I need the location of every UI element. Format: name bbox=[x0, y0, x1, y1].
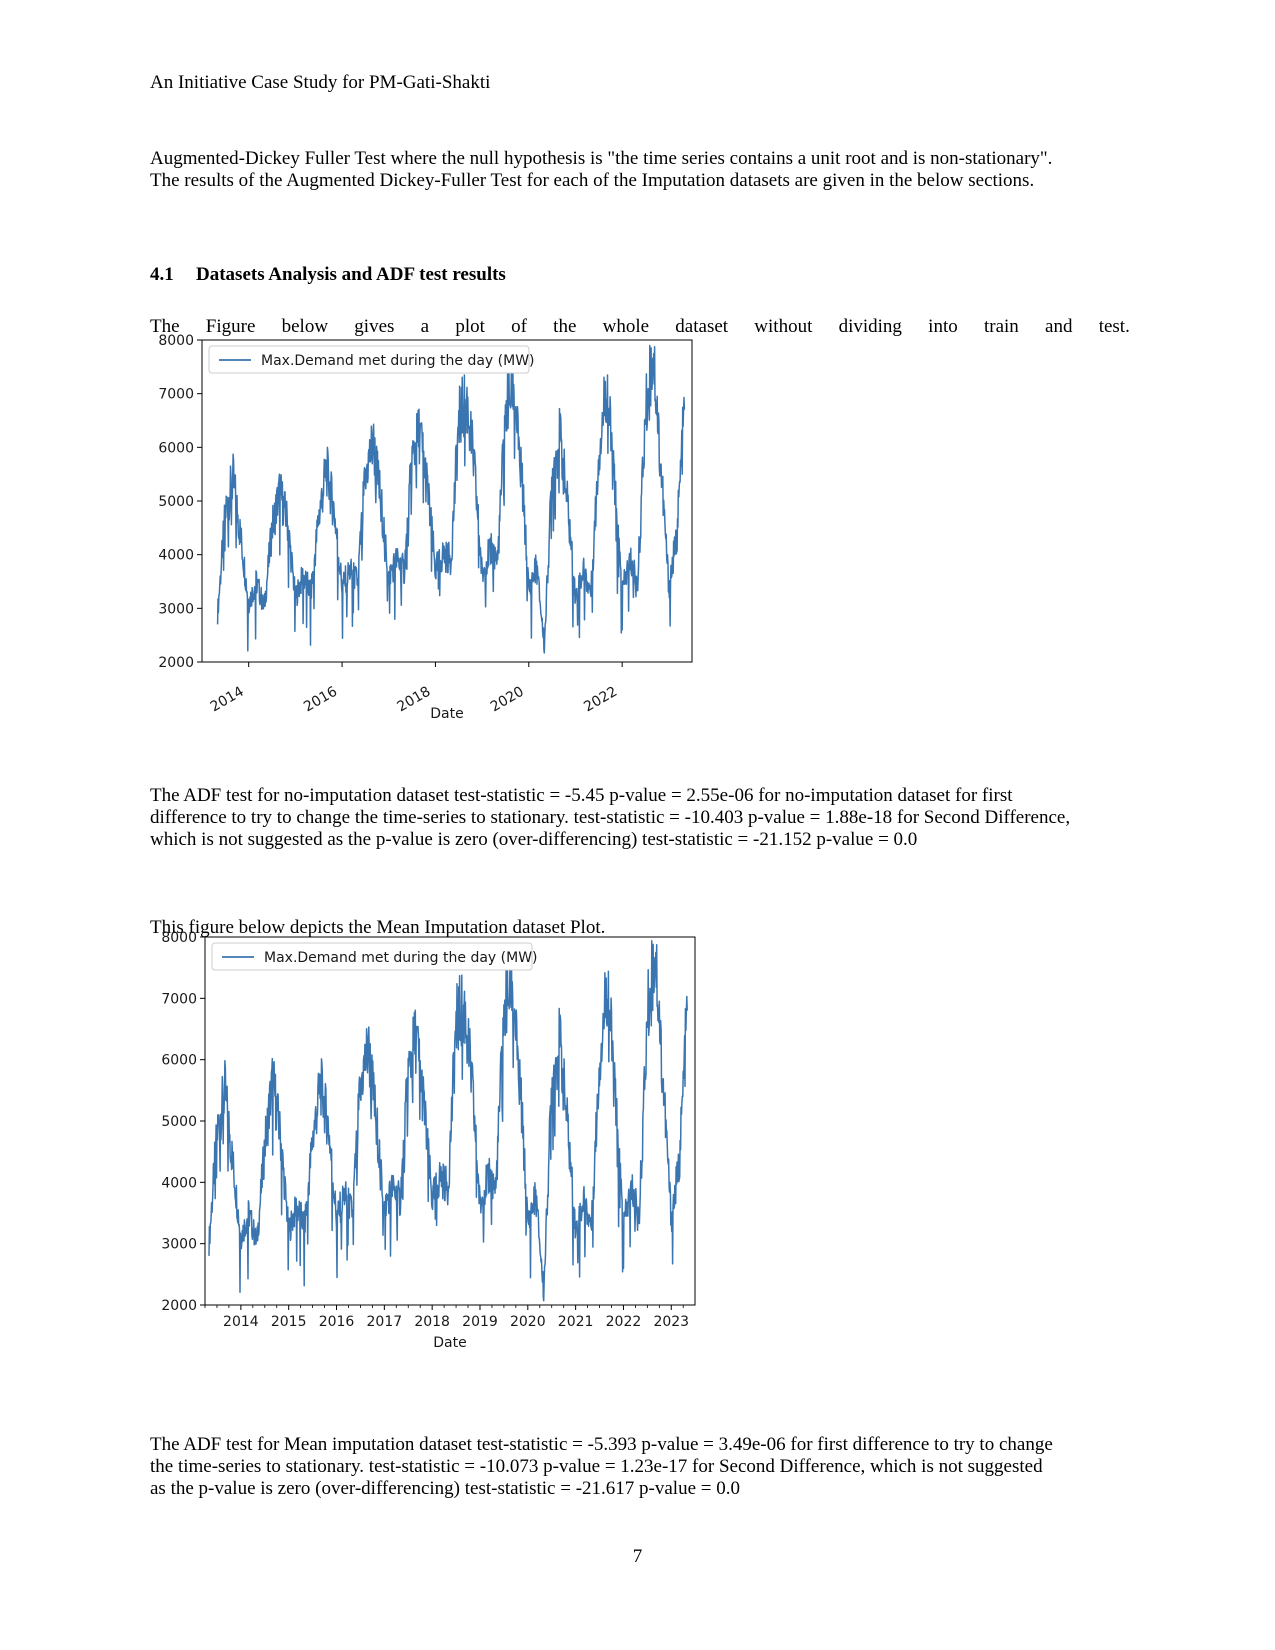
legend-box bbox=[211, 942, 533, 971]
y-tick-label: 2000 bbox=[161, 1298, 197, 1314]
figure1-intro-word: Figure bbox=[205, 316, 256, 337]
y-tick-label: 6000 bbox=[161, 1053, 197, 1069]
x-tick-label: 2023 bbox=[653, 1314, 689, 1330]
adf-mean-imputation-line-1: The ADF test for Mean imputation dataset… bbox=[150, 1434, 1053, 1455]
figure2-intro: This figure below depicts the Mean Imput… bbox=[150, 917, 606, 938]
x-tick-label: 2016 bbox=[301, 684, 340, 716]
y-tick-label: 8000 bbox=[161, 930, 197, 946]
x-tick-label: 2020 bbox=[488, 684, 527, 716]
x-tick-label: 2019 bbox=[462, 1314, 498, 1330]
adf-no-imputation-line-3: which is not suggested as the p-value is… bbox=[150, 829, 918, 850]
section-number: 4.1 bbox=[150, 264, 174, 285]
figure1-intro-word: of bbox=[511, 316, 527, 337]
x-tick-label: 2022 bbox=[606, 1314, 642, 1330]
series-line bbox=[208, 939, 688, 1302]
x-tick-label: 2020 bbox=[510, 1314, 546, 1330]
adf-no-imputation-line-2: difference to try to change the time-ser… bbox=[150, 807, 1071, 828]
intro-line-2: The results of the Augmented Dickey-Full… bbox=[150, 170, 1035, 191]
figure1-demand-plot: 2000 3000 4000 5000 6000 7000 8000 2014 2016 2018… bbox=[158, 333, 693, 722]
y-tick-label: 2000 bbox=[158, 655, 194, 671]
y-tick-label: 8000 bbox=[158, 333, 194, 349]
adf-mean-imputation-paragraph: The ADF test for Mean imputation dataset… bbox=[150, 1434, 1130, 1500]
section-heading: 4.1 Datasets Analysis and ADF test result… bbox=[150, 264, 506, 286]
figure1-intro-word: dataset bbox=[675, 316, 729, 337]
y-tick-label: 3000 bbox=[161, 1237, 197, 1253]
x-tick-label: 2016 bbox=[319, 1314, 355, 1330]
x-tick-label: 2014 bbox=[223, 1314, 259, 1330]
adf-no-imputation-line-1: The ADF test for no-imputation dataset t… bbox=[150, 785, 1013, 806]
x-axis-label: Date bbox=[433, 1335, 466, 1351]
figure1-intro-word: and bbox=[1045, 316, 1073, 337]
legend-box bbox=[208, 345, 530, 374]
figure1-intro-word: gives bbox=[354, 316, 395, 337]
figure1-intro-word: plot bbox=[455, 316, 485, 337]
figure1-intro-word: the bbox=[553, 316, 577, 337]
y-tick-label: 7000 bbox=[161, 991, 197, 1007]
figure1-intro-word: whole bbox=[602, 316, 650, 337]
figure1-intro: The Figure below gives a plot of the whole datase… bbox=[150, 316, 1130, 338]
page-number: 7 bbox=[632, 1546, 643, 1567]
section-title: Datasets Analysis and ADF test results bbox=[196, 264, 506, 285]
x-tick-label: 2018 bbox=[395, 684, 434, 716]
x-axis-label: Date bbox=[430, 706, 463, 722]
y-tick-label: 4000 bbox=[161, 1175, 197, 1191]
adf-mean-imputation-line-2: the time-series to stationary. test-stat… bbox=[150, 1456, 1043, 1477]
figure1-intro-word: dividing bbox=[838, 316, 902, 337]
adf-no-imputation-paragraph: The ADF test for no-imputation dataset t… bbox=[150, 785, 1130, 851]
legend-label: Max.Demand met during the day (MW) bbox=[264, 950, 538, 966]
series-line bbox=[216, 344, 686, 654]
x-tick-label: 2014 bbox=[208, 684, 247, 716]
x-tick-label: 2017 bbox=[367, 1314, 403, 1330]
y-tick-label: 3000 bbox=[158, 601, 194, 617]
figure1-intro-word: without bbox=[754, 316, 813, 337]
x-tick-label: 2021 bbox=[558, 1314, 594, 1330]
legend-label: Max.Demand met during the day (MW) bbox=[261, 353, 535, 369]
figure1-intro-word: The bbox=[150, 316, 180, 337]
y-tick-label: 6000 bbox=[158, 440, 194, 456]
figure1-intro-word: test. bbox=[1098, 316, 1130, 337]
figure1-intro-word: below bbox=[281, 316, 329, 337]
running-head: An Initiative Case Study for PM-Gati-Sha… bbox=[150, 72, 491, 93]
figure1-intro-word: into bbox=[928, 316, 958, 337]
figure1-intro-word: train bbox=[983, 316, 1019, 337]
y-tick-label: 7000 bbox=[158, 387, 194, 403]
adf-mean-imputation-line-3: as the p-value is zero (over-differencin… bbox=[150, 1478, 740, 1499]
y-tick-label: 4000 bbox=[158, 548, 194, 564]
y-tick-label: 5000 bbox=[158, 494, 194, 510]
intro-line-1: Augmented-Dickey Fuller Test where the n… bbox=[150, 148, 1053, 169]
x-tick-label: 2022 bbox=[581, 684, 620, 716]
x-tick-label: 2015 bbox=[271, 1314, 307, 1330]
x-tick-label: 2018 bbox=[414, 1314, 450, 1330]
figure1-intro-word: a bbox=[420, 316, 430, 337]
intro-paragraph: Augmented-Dickey Fuller Test where the n… bbox=[150, 148, 1130, 192]
figure2-mean-imputation-plot: 2000 3000 4000 5000 6000 7000 8000 2014 2015 2016… bbox=[161, 930, 696, 1351]
y-tick-label: 5000 bbox=[161, 1114, 197, 1130]
